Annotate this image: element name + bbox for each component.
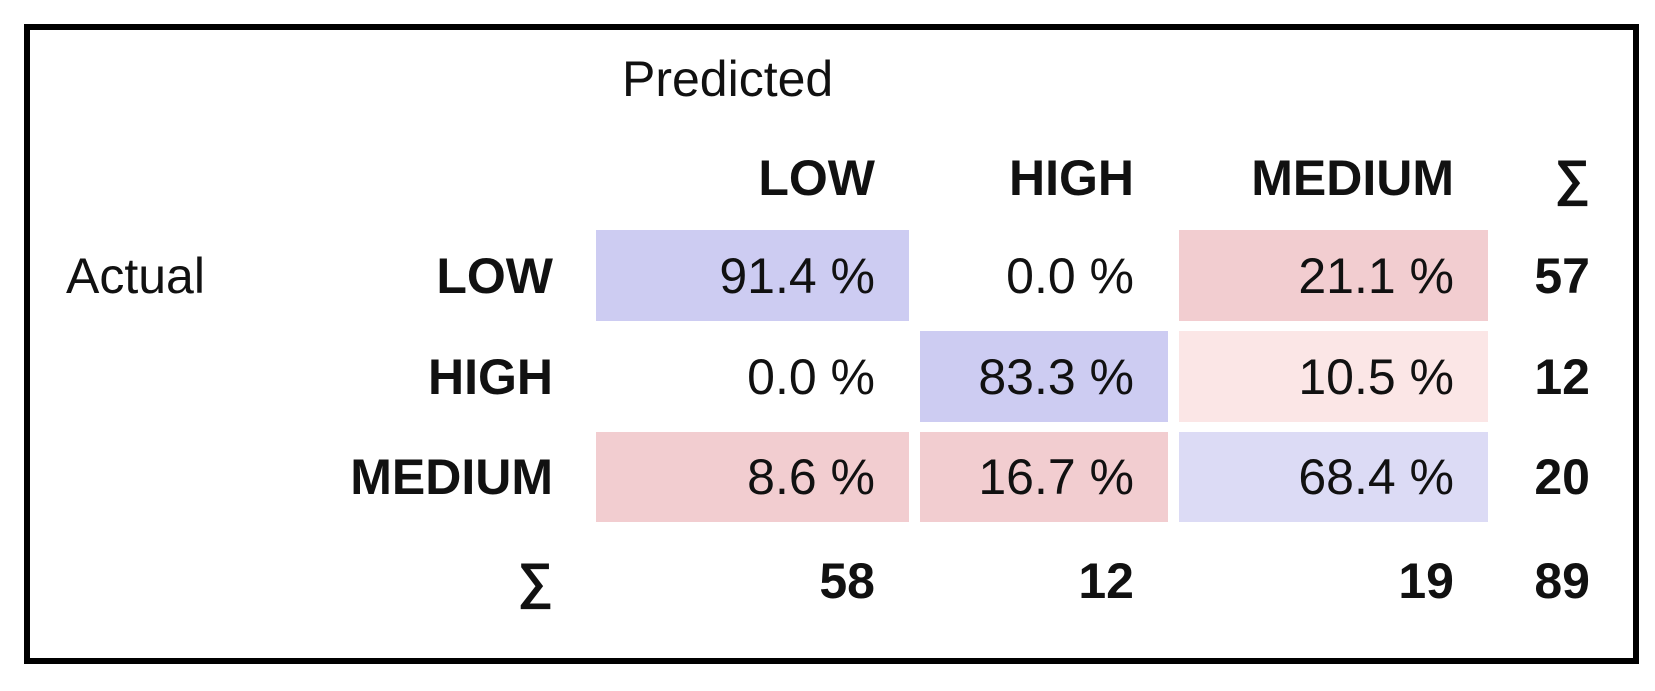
row-header: LOW <box>436 247 553 304</box>
predicted-label: Predicted <box>622 51 834 107</box>
column-total: 12 <box>1078 553 1134 609</box>
matrix-cell: 0.0 % <box>920 230 1168 321</box>
column-total: 19 <box>1398 553 1454 609</box>
matrix-cell: 10.5 % <box>1179 331 1488 422</box>
matrix-cell: 68.4 % <box>1179 432 1488 522</box>
column-header: HIGH <box>1009 150 1134 206</box>
row-header: HIGH <box>428 348 553 405</box>
column-header: MEDIUM <box>1251 150 1454 206</box>
sum-header: ∑ <box>1554 150 1590 206</box>
matrix-cell: 8.6 % <box>596 432 909 522</box>
matrix-cell: 16.7 % <box>920 432 1168 522</box>
matrix-cell: 0.0 % <box>596 331 909 422</box>
grand-total: 89 <box>1534 553 1590 609</box>
sum-row-header: ∑ <box>517 553 553 609</box>
matrix-cell: 21.1 % <box>1179 230 1488 321</box>
matrix-cell: 91.4 % <box>596 230 909 321</box>
row-total: 12 <box>1534 348 1590 405</box>
column-header: LOW <box>758 150 875 206</box>
column-total: 58 <box>819 553 875 609</box>
matrix-frame <box>24 24 1639 664</box>
actual-label: Actual <box>66 247 205 304</box>
row-header: MEDIUM <box>350 449 553 505</box>
matrix-cell: 83.3 % <box>920 331 1168 422</box>
row-total: 57 <box>1534 247 1590 304</box>
row-total: 20 <box>1534 449 1590 505</box>
